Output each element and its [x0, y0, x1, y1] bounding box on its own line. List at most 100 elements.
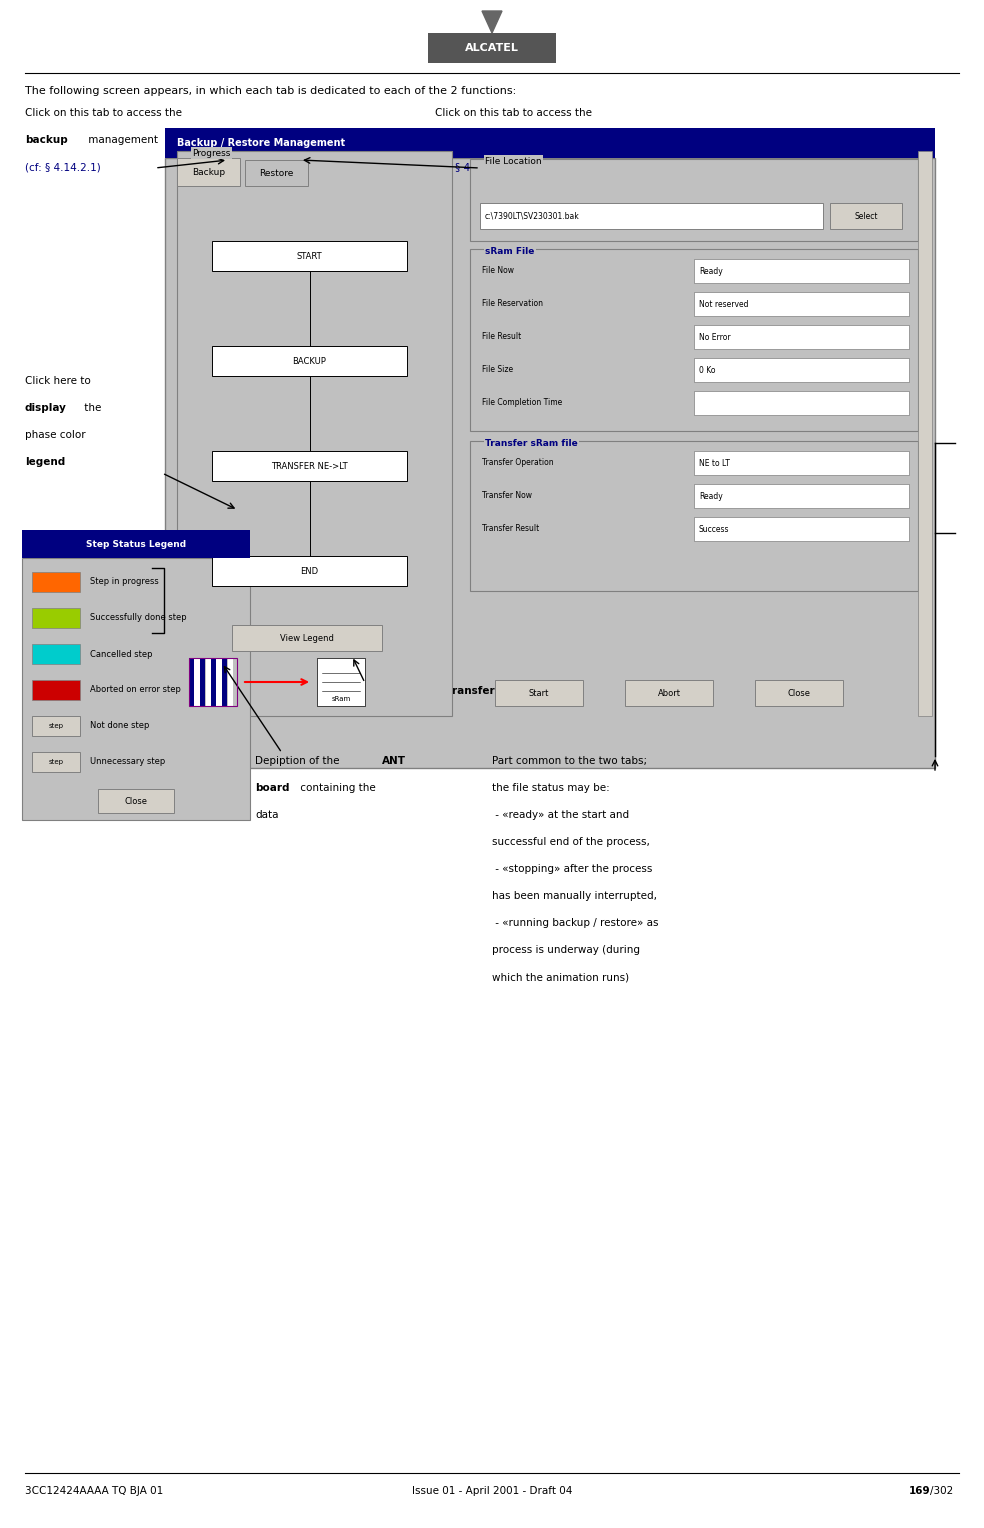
Text: successful end of the process,: successful end of the process,: [492, 837, 649, 847]
Text: File Size: File Size: [482, 365, 513, 373]
FancyBboxPatch shape: [177, 157, 240, 186]
Text: Transfer sRam file: Transfer sRam file: [485, 439, 578, 448]
Text: END: END: [300, 567, 319, 576]
Text: backup: backup: [25, 134, 68, 145]
Text: board: board: [255, 782, 289, 793]
Text: ANT: ANT: [382, 756, 406, 766]
FancyBboxPatch shape: [428, 34, 556, 63]
FancyBboxPatch shape: [212, 345, 407, 376]
Text: step: step: [48, 723, 64, 729]
Text: Backup: Backup: [192, 168, 225, 177]
Bar: [211, 659, 216, 706]
Text: /302: /302: [930, 1487, 953, 1496]
Text: legend: legend: [25, 457, 65, 468]
Text: - «ready» at the start and: - «ready» at the start and: [492, 810, 629, 821]
FancyBboxPatch shape: [480, 203, 823, 229]
FancyBboxPatch shape: [830, 203, 902, 229]
FancyBboxPatch shape: [245, 160, 308, 186]
FancyBboxPatch shape: [694, 451, 909, 475]
FancyBboxPatch shape: [694, 358, 909, 382]
Text: Transfer Operation: Transfer Operation: [482, 457, 554, 466]
FancyBboxPatch shape: [212, 556, 407, 587]
FancyBboxPatch shape: [22, 530, 250, 558]
FancyBboxPatch shape: [32, 680, 80, 700]
Text: Depiption of the: Depiption of the: [255, 756, 342, 766]
Text: which the animation runs): which the animation runs): [492, 972, 629, 983]
Text: File Completion Time: File Completion Time: [482, 397, 562, 406]
FancyBboxPatch shape: [32, 571, 80, 591]
FancyBboxPatch shape: [694, 516, 909, 541]
Text: File Now: File Now: [482, 266, 514, 275]
Text: - «running backup / restore» as: - «running backup / restore» as: [492, 918, 658, 927]
Text: Successfully done step: Successfully done step: [90, 614, 187, 622]
Text: Abort: Abort: [657, 689, 681, 697]
Text: File Result: File Result: [482, 332, 522, 341]
Bar: [206, 659, 211, 706]
Text: START: START: [297, 252, 323, 260]
FancyBboxPatch shape: [470, 442, 918, 591]
Text: the file status may be:: the file status may be:: [492, 782, 610, 793]
Text: (cf: § 4.14.2.2): (cf: § 4.14.2.2): [435, 162, 511, 173]
Text: has been manually interrupted,: has been manually interrupted,: [492, 891, 657, 902]
Text: Issue 01 - April 2001 - Draft 04: Issue 01 - April 2001 - Draft 04: [412, 1487, 572, 1496]
FancyBboxPatch shape: [694, 292, 909, 316]
Bar: [200, 659, 206, 706]
Text: restore: restore: [435, 134, 478, 145]
Text: Not reserved: Not reserved: [699, 299, 749, 309]
Text: management: management: [491, 134, 564, 145]
Text: 0 Ko: 0 Ko: [699, 365, 715, 374]
FancyBboxPatch shape: [625, 680, 713, 706]
Text: Transfer Now: Transfer Now: [482, 490, 532, 500]
Text: management: management: [85, 134, 158, 145]
Text: Close: Close: [125, 796, 148, 805]
Text: File Reservation: File Reservation: [482, 298, 543, 307]
Text: Ready: Ready: [699, 492, 723, 501]
Bar: [189, 659, 194, 706]
Text: Part common to the two tabs;: Part common to the two tabs;: [492, 756, 647, 766]
Text: Ready: Ready: [699, 266, 723, 275]
FancyBboxPatch shape: [495, 680, 583, 706]
Bar: [195, 659, 200, 706]
Text: No Error: No Error: [699, 333, 731, 341]
Bar: [227, 659, 232, 706]
Text: data: data: [255, 810, 278, 821]
Text: Click here to: Click here to: [25, 376, 91, 387]
FancyBboxPatch shape: [32, 608, 80, 628]
Text: Depiction of the: Depiction of the: [320, 686, 406, 695]
Text: Success: Success: [699, 524, 729, 533]
FancyBboxPatch shape: [22, 558, 250, 821]
FancyBboxPatch shape: [918, 151, 932, 717]
Text: animation: animation: [58, 590, 110, 601]
FancyBboxPatch shape: [232, 625, 382, 651]
Text: step: step: [48, 759, 64, 766]
Text: Backup / Restore Management: Backup / Restore Management: [177, 138, 345, 148]
Text: Step Status Legend: Step Status Legend: [86, 539, 186, 549]
FancyBboxPatch shape: [694, 484, 909, 507]
FancyBboxPatch shape: [694, 391, 909, 416]
Text: Step in progress: Step in progress: [90, 578, 158, 587]
Text: BACKUP: BACKUP: [292, 356, 327, 365]
Text: the: the: [81, 403, 101, 413]
Text: c:\7390LT\SV230301.bak: c:\7390LT\SV230301.bak: [485, 211, 580, 220]
Text: sRam File: sRam File: [485, 246, 534, 255]
FancyBboxPatch shape: [470, 159, 918, 241]
Text: Not done step: Not done step: [90, 721, 150, 730]
Text: Unnecessary step: Unnecessary step: [90, 758, 165, 767]
FancyBboxPatch shape: [694, 260, 909, 283]
FancyBboxPatch shape: [212, 451, 407, 481]
FancyBboxPatch shape: [470, 249, 918, 431]
Text: containing the: containing the: [297, 782, 376, 793]
Text: View Legend: View Legend: [280, 634, 334, 642]
Bar: [216, 659, 221, 706]
Text: phase color: phase color: [25, 429, 86, 440]
FancyBboxPatch shape: [165, 157, 935, 769]
Text: process is underway (during: process is underway (during: [492, 944, 640, 955]
FancyBboxPatch shape: [212, 241, 407, 270]
Text: Cancelled step: Cancelled step: [90, 649, 153, 659]
Text: Start: Start: [528, 689, 549, 697]
Text: Close: Close: [787, 689, 811, 697]
Text: - «stopping» after the process: - «stopping» after the process: [492, 863, 652, 874]
Bar: [222, 659, 227, 706]
Text: ALCATEL: ALCATEL: [465, 43, 519, 53]
Text: The following screen appears, in which each tab is dedicated to each of the 2 fu: The following screen appears, in which e…: [25, 86, 517, 96]
